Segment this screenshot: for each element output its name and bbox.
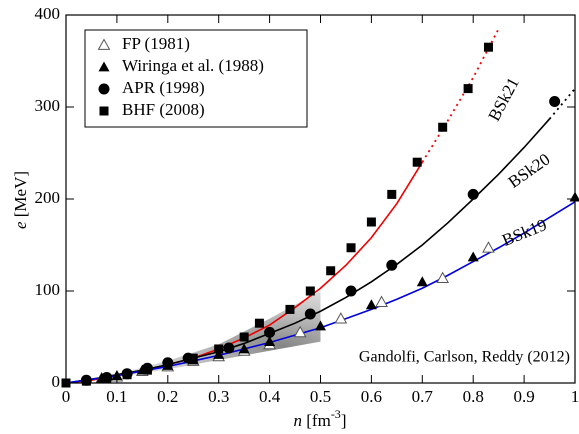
marker xyxy=(463,84,473,94)
marker xyxy=(569,191,579,202)
legend-marker xyxy=(98,83,110,95)
marker xyxy=(375,295,388,307)
marker xyxy=(366,217,376,227)
marker xyxy=(326,266,336,276)
marker xyxy=(285,304,295,314)
marker xyxy=(81,376,91,386)
legend-marker xyxy=(98,61,110,72)
marker xyxy=(264,326,276,338)
marker xyxy=(264,336,276,346)
x-axis-label: n [fm-3] xyxy=(294,407,347,430)
x-tick-label: 0.2 xyxy=(157,387,178,406)
y-tick-label: 300 xyxy=(35,96,61,115)
marker xyxy=(467,251,479,262)
x-tick-label: 0.8 xyxy=(463,387,484,406)
legend-marker xyxy=(97,38,111,50)
marker xyxy=(416,276,428,287)
marker xyxy=(346,243,356,253)
legend-box xyxy=(84,29,308,128)
y-label-symbol: e xyxy=(11,221,30,229)
band-label: Gandolfi, Carlson, Reddy (2012) xyxy=(359,349,570,366)
marker xyxy=(412,157,422,167)
curve-extrapolated xyxy=(548,88,575,120)
x-tick-label: 0.7 xyxy=(412,387,434,406)
y-tick-label: 100 xyxy=(35,280,61,299)
marker xyxy=(223,342,235,354)
curve-label: BSk21 xyxy=(484,74,523,124)
legend-label: BHF (2008) xyxy=(122,100,205,119)
marker xyxy=(213,348,225,359)
y-tick-label: 0 xyxy=(52,372,61,391)
marker xyxy=(549,95,561,107)
marker xyxy=(188,353,198,363)
x-label-close: ] xyxy=(341,411,347,430)
legend-label: Wiringa et al. (1988) xyxy=(122,56,264,75)
marker xyxy=(239,332,249,342)
y-tick-label: 200 xyxy=(35,188,61,207)
marker xyxy=(315,320,326,331)
marker xyxy=(142,365,152,375)
x-label-unit: [fm xyxy=(306,411,331,430)
marker xyxy=(334,312,348,324)
curve-label: BSk20 xyxy=(505,150,554,192)
marker xyxy=(214,344,224,354)
x-tick-label: 0.1 xyxy=(106,387,127,406)
y-axis-label: e [MeV] xyxy=(11,171,30,229)
x-tick-label: 0.9 xyxy=(513,387,534,406)
band-layer xyxy=(66,291,321,383)
x-tick-label: 0.4 xyxy=(259,387,281,406)
marker xyxy=(482,241,495,253)
marker xyxy=(102,373,112,383)
marker xyxy=(122,370,132,380)
marker xyxy=(345,285,357,297)
marker xyxy=(438,122,448,132)
marker xyxy=(163,360,173,370)
legend-label: APR (1998) xyxy=(122,78,205,97)
y-tick-label: 400 xyxy=(35,4,61,23)
marker xyxy=(387,189,397,199)
marker xyxy=(238,343,250,354)
marker xyxy=(293,325,307,338)
x-tick-label: 0 xyxy=(62,387,71,406)
curve-label: BSk19 xyxy=(499,215,549,250)
x-tick-label: 0.5 xyxy=(310,387,331,406)
curve-extrapolated xyxy=(421,28,500,163)
marker-layer xyxy=(61,42,579,388)
marker xyxy=(305,286,315,296)
x-tick-label: 0.6 xyxy=(361,387,382,406)
legend-label: FP (1981) xyxy=(122,34,190,53)
marker xyxy=(436,271,450,284)
marker xyxy=(254,318,264,328)
x-label-exponent: -3 xyxy=(331,407,341,421)
x-label-symbol: n xyxy=(294,411,303,430)
marker xyxy=(304,308,316,320)
band-area xyxy=(66,291,321,383)
marker xyxy=(365,299,377,310)
legend-marker xyxy=(99,106,109,116)
marker xyxy=(386,259,398,271)
marker xyxy=(483,42,493,52)
x-tick-label: 1 xyxy=(571,387,579,406)
y-label-unit: [MeV] xyxy=(11,171,30,217)
marker xyxy=(467,188,479,200)
x-tick-label: 0.3 xyxy=(208,387,229,406)
